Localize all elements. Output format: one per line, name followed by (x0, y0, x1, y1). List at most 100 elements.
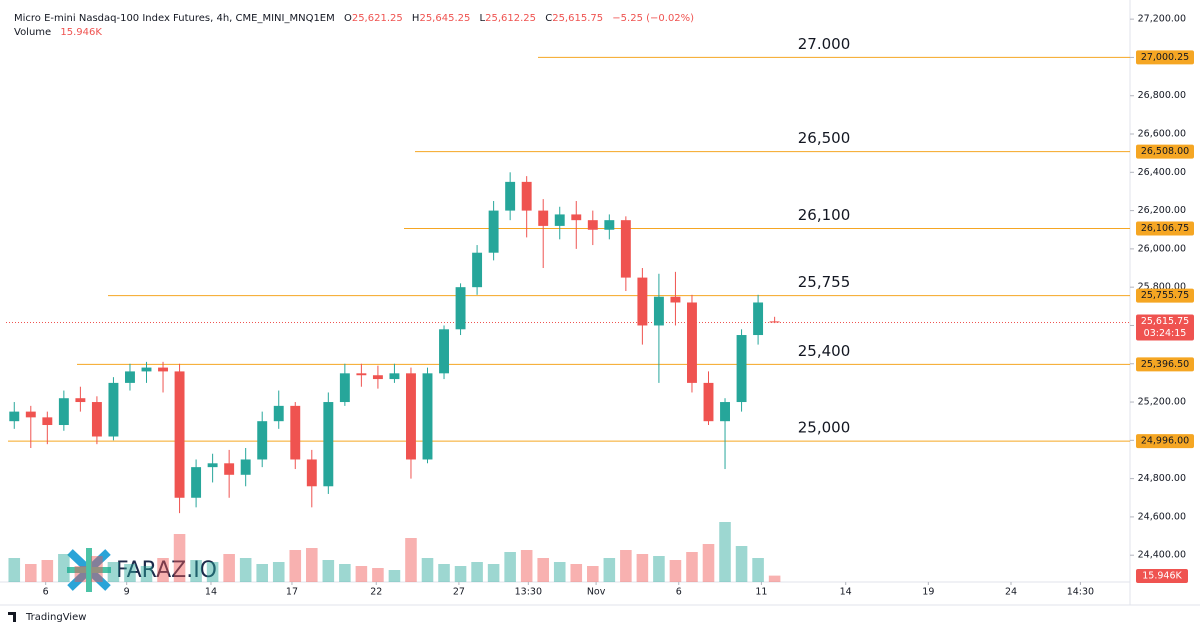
volume-bar (438, 564, 450, 582)
volume-bar (306, 548, 318, 582)
ohlc-value: 25,612.25 (485, 13, 536, 24)
candle-body (406, 373, 416, 460)
candle-body (538, 210, 549, 226)
last-price-label: 25,615.75 (1141, 316, 1189, 327)
candle-body (455, 287, 466, 330)
watermark-text: FARAZ.IO (116, 558, 217, 583)
x-tick-label: 14:30 (1067, 587, 1094, 598)
candle-body (372, 375, 383, 380)
candle-body (25, 411, 36, 418)
candle-body (703, 382, 714, 422)
ohlc-key: H (412, 13, 420, 24)
y-tick-label: 24,600.00 (1138, 511, 1186, 522)
volume-bar (74, 566, 87, 582)
level-text: 25,755 (798, 273, 851, 291)
volume-bar (669, 560, 682, 582)
ohlc-value: 25,615.75 (552, 13, 603, 24)
volume-bar (272, 562, 285, 582)
volume-bar (107, 562, 120, 582)
x-tick-label: 14 (840, 587, 852, 598)
x-tick-label: Nov (587, 587, 606, 598)
candle-body (290, 405, 301, 460)
candle-body (323, 402, 334, 487)
volume-bar (190, 560, 202, 582)
candle-body (521, 181, 532, 211)
level-tag (1136, 288, 1194, 303)
volume-bar (25, 564, 37, 582)
candle-body (158, 367, 168, 372)
candle-body (125, 371, 135, 383)
volume-bar (653, 556, 665, 582)
level-text: 26,100 (798, 206, 851, 224)
candle-body (736, 335, 747, 403)
last-price-tag (1136, 314, 1194, 341)
volume-bar (471, 562, 483, 582)
level-tag (1136, 357, 1194, 372)
volume-header: Volume 15.946K (14, 27, 102, 38)
volume-bar (636, 554, 649, 582)
y-tick-label: 26,400.00 (1138, 167, 1186, 178)
ohlc-key: O (344, 13, 352, 24)
volume-tag (1136, 569, 1188, 583)
candle-body (75, 398, 86, 403)
candle-body (587, 220, 598, 230)
volume-bar (587, 566, 599, 582)
volume-bar (504, 552, 516, 582)
volume-bar (752, 558, 764, 582)
volume-bar (256, 564, 268, 582)
volume-bar (719, 522, 731, 582)
level-text: 27.000 (798, 35, 851, 53)
volume-bar (157, 558, 169, 582)
volume-bar (570, 564, 583, 582)
candle-body (620, 220, 631, 278)
x-tick-label: 6 (43, 587, 49, 598)
level-text: 25,400 (798, 342, 851, 360)
volume-bar (206, 562, 219, 582)
x-tick-label: 14 (205, 587, 217, 598)
volume-bar (537, 558, 549, 582)
level-tag (1136, 221, 1194, 236)
volume-bar (322, 560, 335, 582)
candle-body (670, 296, 681, 303)
candle-body (356, 373, 367, 376)
x-tick-label: 6 (676, 587, 682, 598)
y-tick-label: 24,400.00 (1138, 550, 1186, 561)
y-tick-label: 26,200.00 (1138, 205, 1186, 216)
candle-body (389, 373, 400, 380)
volume-bar (223, 554, 235, 582)
volume-bar (140, 566, 153, 582)
volume-bar (289, 550, 302, 582)
change: −5.25 (−0.02%) (612, 13, 694, 24)
candle-body (637, 277, 648, 326)
x-tick-label: 13:30 (515, 587, 542, 598)
candle-body (91, 402, 102, 437)
volume-bar (372, 568, 384, 582)
y-tick-label: 26,000.00 (1138, 243, 1186, 254)
ohlc-value: 25,621.25 (352, 13, 403, 24)
candle-body (720, 402, 730, 422)
candle-body (571, 214, 582, 221)
candle-body (108, 382, 119, 437)
volume-bar (339, 564, 351, 582)
candle-body (224, 463, 235, 475)
volume-bar (355, 566, 368, 582)
volume-bar (58, 554, 70, 582)
watermark-logo (67, 548, 111, 592)
y-tick-label: 27,200.00 (1138, 14, 1186, 25)
volume-bar (603, 558, 616, 582)
volume-bar (735, 546, 748, 582)
candle-body (554, 214, 565, 226)
level-tag-label: 26,106.75 (1141, 223, 1189, 234)
y-tick-label: 25,200.00 (1138, 397, 1186, 408)
candle-body (58, 398, 69, 426)
level-tag-label: 25,396.50 (1141, 359, 1189, 370)
candle-body (9, 411, 20, 422)
ohlc-value: 25,645.25 (419, 13, 470, 24)
candle-body (769, 321, 780, 323)
y-tick-label: 25,800.00 (1138, 282, 1186, 293)
volume-bar (702, 544, 715, 582)
volume-bar (124, 564, 136, 582)
footer-logo (8, 612, 16, 622)
candle-body (753, 302, 764, 336)
level-tag (1136, 50, 1194, 65)
